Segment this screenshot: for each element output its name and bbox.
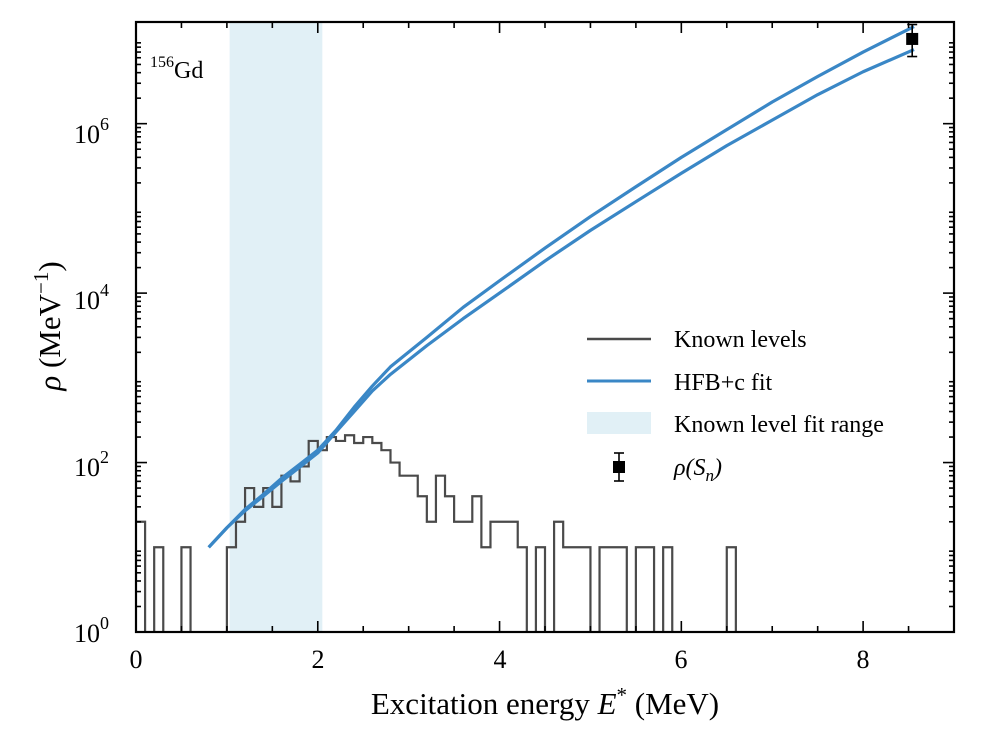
y-tick-label: 104: [74, 280, 109, 315]
legend-rho-sn-label: ρ(Sn): [673, 455, 722, 485]
legend-known-levels-label: Known levels: [674, 327, 807, 353]
known-levels-step-line: [136, 434, 737, 632]
y-tick-labels: 100 102 104 106: [74, 114, 109, 648]
plot-frame: [134, 20, 956, 634]
x-tick-label: 4: [494, 645, 507, 674]
y-tick-label: 106: [74, 114, 109, 149]
hfb-fit-curves: [207, 25, 915, 549]
hfb-fit-lower-curve: [207, 48, 915, 549]
x-axis-title: Excitation energy E* (MeV): [371, 683, 719, 721]
x-tick-label: 2: [312, 645, 325, 674]
known-level-fit-range-band: [229, 22, 323, 632]
legend-range-swatch: [587, 412, 651, 434]
x-tick-labels: 0 2 4 6 8: [130, 645, 870, 674]
hfb-fit-upper-curve: [207, 25, 915, 549]
y-tick-label: 100: [74, 613, 109, 648]
x-tick-label: 6: [675, 645, 688, 674]
rho-sn-marker: [906, 32, 919, 45]
legend-range-label: Known level fit range: [674, 412, 884, 438]
y-tick-label: 102: [74, 447, 109, 482]
known-levels-histogram: [136, 434, 737, 632]
x-tick-label: 0: [130, 645, 143, 674]
legend-rho-sn-marker: [613, 461, 625, 473]
legend: Known levels HFB+c fit Known level fit r…: [587, 327, 884, 485]
y-axis-title: ρ (MeV−1): [29, 261, 67, 391]
isotope-label: 156Gd: [150, 54, 203, 84]
legend-hfb-label: HFB+c fit: [674, 370, 773, 396]
x-tick-label: 8: [857, 645, 870, 674]
